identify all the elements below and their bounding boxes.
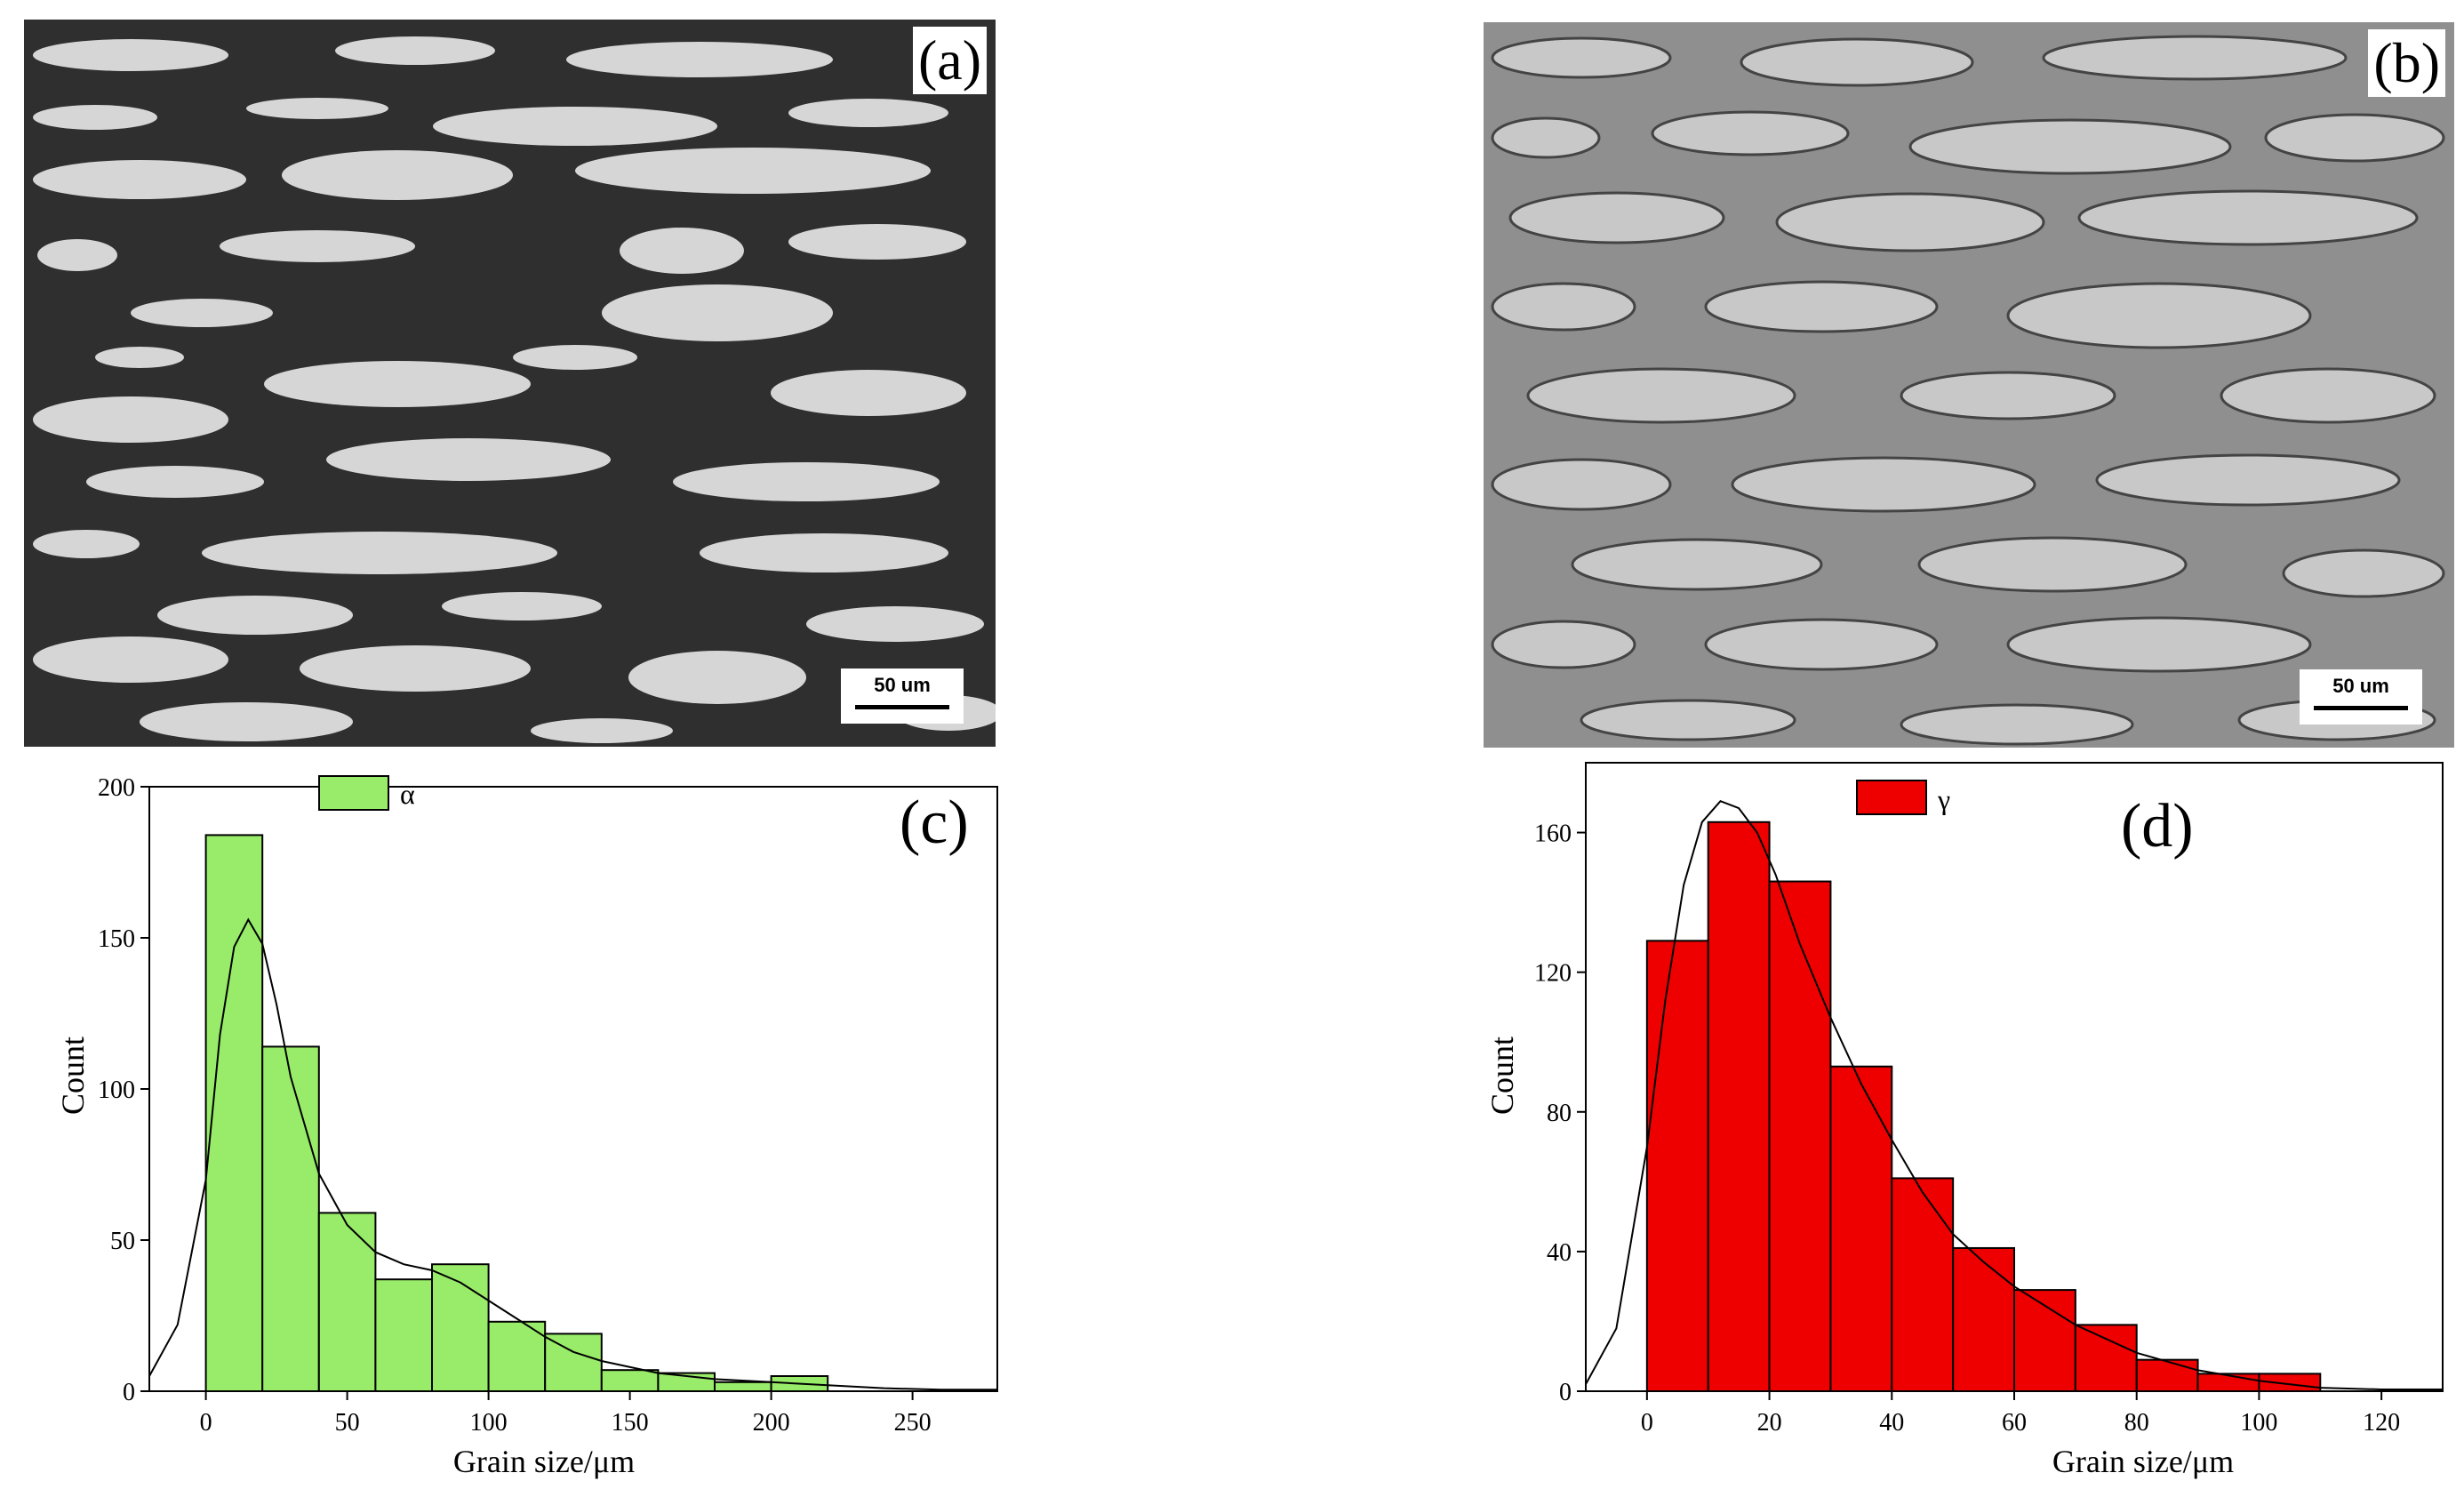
scale-bar-b-label: 50 um — [2332, 675, 2389, 697]
y-tick-label-d-80: 80 — [1547, 1100, 1572, 1127]
micrograph-b-texture — [1491, 35, 2445, 746]
micrograph-b: (b) 50 um — [1484, 22, 2454, 748]
histogram-c-fit-curve — [148, 917, 997, 1391]
bar-d-30 — [1829, 1065, 1893, 1392]
y-tick-label-d-40: 40 — [1547, 1239, 1572, 1267]
bar-c-180 — [714, 1381, 772, 1392]
x-tick-label-c-0: 0 — [200, 1409, 212, 1437]
scale-bar-a: 50 um — [841, 668, 964, 724]
x-tick-label-c-200: 200 — [753, 1409, 790, 1437]
scale-bar-b: 50 um — [2300, 669, 2422, 724]
bar-d-50 — [1952, 1246, 2016, 1393]
y-tick-label-c-50: 50 — [110, 1228, 135, 1255]
x-tick-label-c-100: 100 — [470, 1409, 508, 1437]
legend-label-gamma: γ — [1937, 783, 1950, 815]
histogram-d-bars — [1645, 821, 2322, 1393]
y-tick-label-d-0: 0 — [1559, 1379, 1572, 1406]
panel-label-b: (b) — [2368, 29, 2445, 97]
legend-swatch-gamma — [1856, 780, 1927, 815]
x-tick-label-d-60: 60 — [2002, 1409, 2027, 1437]
bar-c-40 — [317, 1212, 377, 1393]
micrograph-a: (a) 50 um — [24, 20, 996, 747]
bar-d-10 — [1707, 821, 1771, 1393]
x-axis-title-c: Grain size/μm — [453, 1444, 635, 1479]
bar-d-0 — [1645, 940, 1709, 1392]
legend-label-alpha: α — [400, 778, 415, 810]
bar-c-0 — [204, 834, 264, 1392]
histogram-d-legend: γ — [1856, 780, 1950, 815]
histogram-c-bars — [204, 834, 829, 1393]
histogram-c-svg: 0 50 100 150 200 250 0 50 100 150 200 α (c) Grain … — [55, 774, 998, 1479]
bar-c-60 — [374, 1278, 433, 1393]
x-tick-label-d-80: 80 — [2124, 1409, 2149, 1437]
panel-label-c: (c) — [900, 789, 969, 857]
bar-c-20 — [261, 1045, 320, 1392]
x-axis-title-d: Grain size/μm — [2052, 1444, 2234, 1479]
bar-d-40 — [1891, 1177, 1955, 1392]
y-tick-label-d-160: 160 — [1534, 821, 1572, 848]
legend-swatch-alpha — [318, 775, 389, 811]
micrograph-a-texture — [33, 36, 996, 743]
y-tick-label-c-200: 200 — [98, 774, 135, 802]
x-tick-label-d-0: 0 — [1641, 1409, 1653, 1437]
histogram-d-fit-curve — [1585, 800, 2443, 1390]
bar-d-20 — [1768, 880, 1832, 1393]
x-tick-label-c-150: 150 — [612, 1409, 649, 1437]
bar-d-70 — [2074, 1324, 2138, 1392]
bar-d-80 — [2135, 1358, 2199, 1393]
x-tick-label-c-250: 250 — [894, 1409, 932, 1437]
histogram-c-axes: 0 50 100 150 200 250 0 50 100 150 200 — [98, 774, 998, 1437]
histogram-d-svg: 0 20 40 60 80 100 120 0 40 80 120 160 γ (d) Grain s… — [1484, 762, 2444, 1479]
bar-c-120 — [544, 1333, 603, 1393]
y-axis-title-c: Count — [55, 1037, 91, 1115]
bar-d-60 — [2013, 1289, 2076, 1392]
y-tick-label-c-0: 0 — [123, 1379, 135, 1406]
histogram-c-legend: α — [318, 775, 415, 811]
x-tick-label-d-100: 100 — [2240, 1409, 2277, 1437]
panel-label-a: (a) — [912, 27, 987, 94]
x-tick-label-d-20: 20 — [1757, 1409, 1782, 1437]
histogram-d: 0 20 40 60 80 100 120 0 40 80 120 160 γ (d) Grain s… — [1232, 747, 2464, 1493]
y-tick-label-c-100: 100 — [98, 1077, 135, 1104]
scale-bar-b-line — [2314, 706, 2408, 710]
scale-bar-a-label: 50 um — [874, 674, 931, 696]
bar-c-80 — [431, 1263, 490, 1393]
y-tick-label-c-150: 150 — [98, 925, 135, 953]
histogram-d-axes: 0 20 40 60 80 100 120 0 40 80 120 160 — [1534, 762, 2444, 1437]
x-tick-label-c-50: 50 — [335, 1409, 360, 1437]
histogram-c: 0 50 100 150 200 250 0 50 100 150 200 α (c) Grain … — [0, 747, 1232, 1493]
y-axis-title-d: Count — [1484, 1037, 1520, 1115]
x-tick-label-d-40: 40 — [1879, 1409, 1904, 1437]
scale-bar-a-line — [855, 705, 949, 709]
panel-label-d: (d) — [2121, 792, 2194, 861]
y-tick-label-d-120: 120 — [1534, 960, 1572, 988]
x-tick-label-d-120: 120 — [2363, 1409, 2400, 1437]
bar-c-140 — [600, 1369, 660, 1393]
